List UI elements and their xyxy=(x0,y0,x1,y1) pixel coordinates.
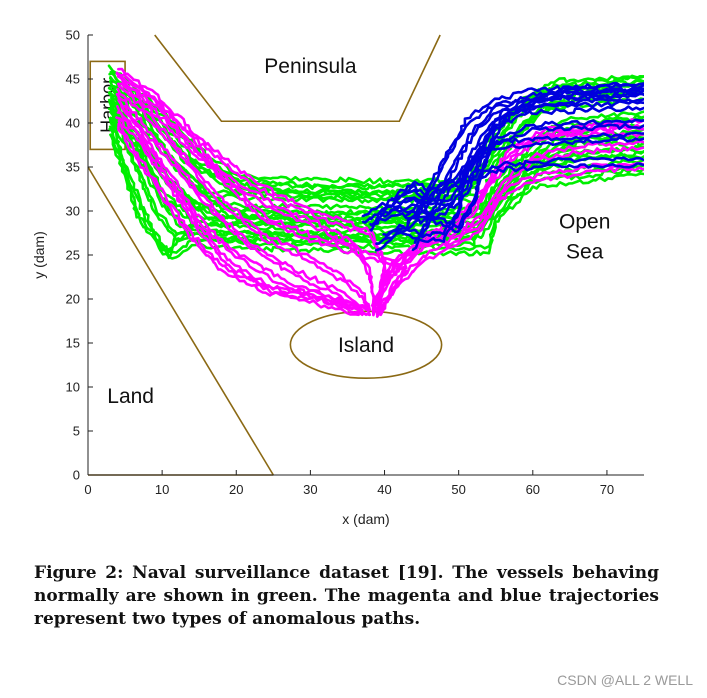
y-tick-label: 0 xyxy=(73,468,80,483)
y-tick-label: 5 xyxy=(73,424,80,439)
watermark: CSDN @ALL 2 WELL xyxy=(557,672,693,688)
y-tick-label: 45 xyxy=(66,72,80,87)
y-tick-label: 15 xyxy=(66,336,80,351)
x-tick-label: 70 xyxy=(600,482,614,497)
blue-trajectory xyxy=(390,156,644,201)
region-island-shape xyxy=(289,310,443,380)
magenta-trajectory xyxy=(375,165,644,318)
region-peninsula-label: Peninsula xyxy=(264,55,357,78)
magenta-trajectory xyxy=(370,118,644,307)
x-tick-label: 0 xyxy=(84,482,91,497)
magenta-trajectory xyxy=(117,119,372,311)
figure-caption: Figure 2: Naval surveillance dataset [19… xyxy=(34,563,659,629)
x-axis-label: x (dam) xyxy=(342,511,389,527)
blue-trajectory xyxy=(361,105,644,224)
x-tick-label: 60 xyxy=(526,482,540,497)
x-tick-label: 20 xyxy=(229,482,243,497)
ticks-layer: 0 10 20 30 40 50 60 70 0 5 10 15 20 25 30 35 40 45 50 xyxy=(66,28,615,498)
x-tick-label: 10 xyxy=(155,482,169,497)
x-tick-label: 50 xyxy=(451,482,465,497)
y-tick-label: 25 xyxy=(66,248,80,263)
blue-trajectory xyxy=(391,162,644,206)
y-tick-label: 30 xyxy=(66,204,80,219)
series-layer xyxy=(107,64,644,318)
blue-trajectory xyxy=(382,87,644,237)
blue-trajectory xyxy=(375,118,644,219)
region-land-outline xyxy=(87,166,275,476)
magenta-trajectory xyxy=(115,92,368,311)
y-tick-label: 50 xyxy=(66,28,80,43)
blue-trajectory xyxy=(361,100,644,218)
magenta-trajectory xyxy=(372,123,644,314)
region-land-label: Land xyxy=(107,385,154,408)
magenta-trajectory xyxy=(116,111,360,311)
blue-trajectory xyxy=(413,131,644,244)
x-tick-label: 30 xyxy=(303,482,317,497)
y-tick-label: 20 xyxy=(66,292,80,307)
y-tick-label: 35 xyxy=(66,160,80,175)
blue-trajectory xyxy=(383,92,644,241)
magenta-trajectory xyxy=(116,105,364,317)
region-island-label: Island xyxy=(338,334,394,357)
blue-trajectory xyxy=(404,81,644,218)
blue-trajectory xyxy=(374,97,644,252)
green-trajectory xyxy=(109,109,644,244)
region-peninsula-outline xyxy=(154,34,441,123)
magenta-trajectory xyxy=(117,122,372,317)
magenta-trajectory xyxy=(117,67,387,311)
region-open-sea-label: Open Sea xyxy=(559,211,610,264)
magenta-trajectory xyxy=(117,84,372,311)
magenta-trajectory xyxy=(116,82,375,317)
y-tick-label: 10 xyxy=(66,380,80,395)
x-tick-label: 40 xyxy=(377,482,391,497)
y-tick-label: 40 xyxy=(66,116,80,131)
y-axis-label: y (dam) xyxy=(31,231,47,278)
blue-trajectory xyxy=(411,136,644,252)
blue-trajectory xyxy=(406,86,644,226)
